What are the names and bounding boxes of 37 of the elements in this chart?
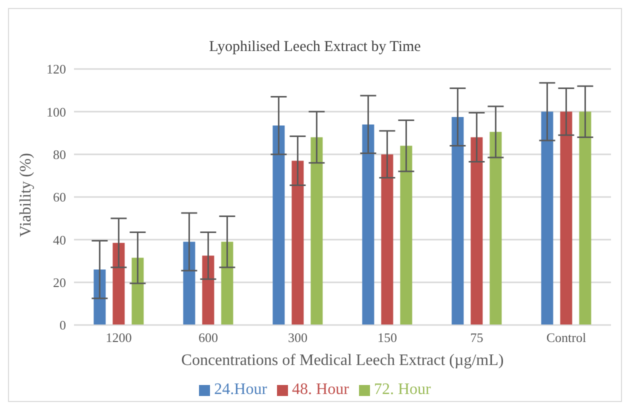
legend-label: 48. Hour — [292, 381, 349, 398]
bar — [183, 242, 196, 325]
bar — [470, 137, 483, 325]
x-tick-label: 150 — [378, 330, 397, 346]
x-tick-label: 75 — [470, 330, 484, 346]
bar — [94, 270, 106, 325]
bar — [310, 137, 323, 325]
bar — [490, 132, 502, 325]
x-tick-label: 600 — [198, 330, 218, 346]
bar — [221, 242, 234, 325]
bar — [541, 112, 554, 325]
bar — [292, 160, 304, 325]
y-tick-label: 100 — [46, 104, 66, 120]
y-tick-label: 120 — [46, 62, 66, 77]
bar — [560, 112, 572, 325]
x-tick-label: Control — [546, 330, 586, 346]
y-tick-label: 80 — [53, 146, 66, 162]
bar — [381, 154, 394, 325]
bar — [132, 258, 144, 325]
bar — [362, 124, 374, 325]
y-axis-title: Viability (%) — [18, 153, 35, 237]
y-tick-label: 20 — [53, 274, 66, 290]
x-tick-label: 300 — [288, 330, 308, 346]
legend-label: 24.Hour — [214, 381, 268, 398]
x-axis-title: Concentrations of Medical Leech Extract (µg/mL) — [181, 352, 504, 369]
bar — [452, 117, 464, 325]
y-tick-label: 0 — [60, 318, 66, 333]
legend-label: 72. Hour — [374, 381, 431, 398]
bar — [272, 126, 285, 325]
bar — [202, 256, 214, 325]
x-tick-label: 1200 — [106, 330, 132, 346]
y-tick-label: 60 — [53, 190, 66, 205]
bar — [400, 146, 412, 325]
bar — [112, 242, 125, 325]
chart-title: Lyophilised Leech Extract by Time — [208, 39, 422, 56]
bar — [579, 112, 592, 325]
y-tick-label: 40 — [53, 232, 66, 248]
